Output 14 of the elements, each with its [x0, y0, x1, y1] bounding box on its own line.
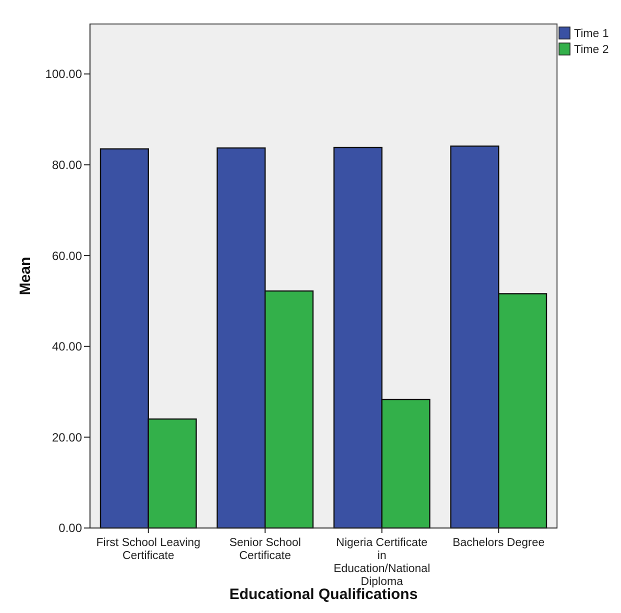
y-tick-label: 0.00: [58, 521, 82, 536]
x-tick-label: First School Leaving Certificate: [96, 537, 200, 562]
legend-label: Time 1: [574, 28, 609, 40]
x-tick-label: Bachelors Degree: [452, 537, 545, 549]
y-tick-label: 20.00: [52, 430, 82, 444]
x-tick-label: Senior School Certificate: [229, 537, 301, 562]
y-tick-label: 60.00: [52, 248, 82, 263]
y-tick-label: 80.00: [52, 158, 82, 172]
y-tick-label: 100.00: [45, 67, 82, 82]
y-axis-title: Mean: [17, 256, 34, 296]
x-axis-title: Educational Qualifications: [229, 586, 418, 603]
legend-label: Time 2: [574, 44, 609, 56]
y-tick-label: 40.00: [52, 340, 82, 354]
x-tick-label: Nigeria Certificate in Education/National Diploma: [334, 537, 430, 588]
